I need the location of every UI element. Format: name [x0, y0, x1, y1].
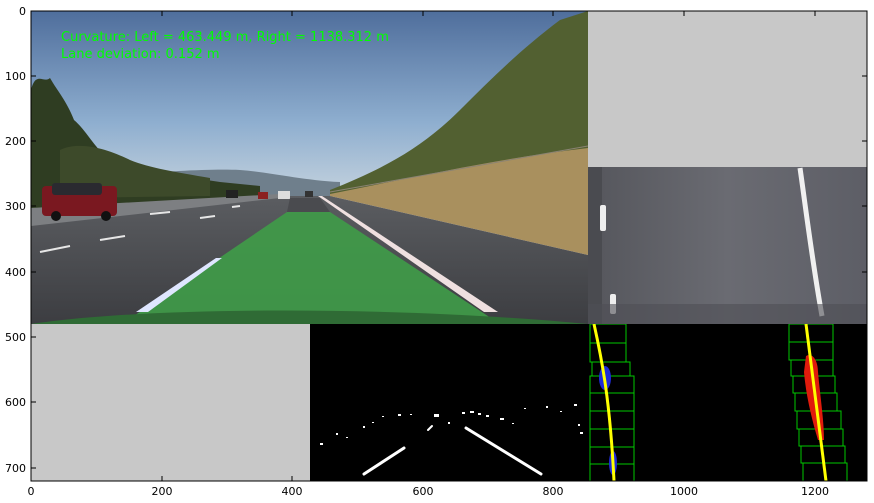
lane-overlay-panel: Curvature: Left = 463.449 m, Right = 113…	[31, 11, 588, 324]
x-tick-label: 600	[413, 485, 434, 498]
y-tick-label: 300	[5, 200, 26, 213]
binary-threshold-panel	[310, 324, 588, 481]
left-lane-line	[136, 258, 222, 312]
x-tick-labels: 0 200 400 600 800 1000 1200	[28, 485, 830, 498]
left-shoulder	[31, 194, 280, 226]
right-dry-grass	[330, 148, 588, 255]
right-fence	[329, 145, 588, 193]
car-distant-1	[226, 190, 238, 198]
lane-fill	[122, 212, 500, 324]
sliding-window-panel	[588, 324, 867, 481]
empty-top-right-panel	[588, 11, 867, 167]
x-tick-label: 0	[28, 485, 35, 498]
x-tick-label: 200	[152, 485, 173, 498]
empty-bottom-left-panel	[31, 324, 310, 481]
y-tick-labels: 0 100 200 300 400 500 600 700	[5, 5, 26, 475]
warp-right-line	[797, 167, 825, 317]
x-tick-label: 400	[282, 485, 303, 498]
right-lane-line	[318, 196, 498, 312]
car-distant-2	[258, 192, 268, 199]
x-tick-marks	[30, 11, 816, 481]
left-fit-line	[592, 324, 616, 481]
y-tick-label: 500	[5, 331, 26, 344]
x-tick-label: 800	[543, 485, 564, 498]
y-tick-label: 400	[5, 266, 26, 279]
y-tick-label: 600	[5, 396, 26, 409]
axes-frame	[30, 10, 868, 482]
x-tick-label: 1200	[801, 485, 829, 498]
y-tick-label: 0	[19, 5, 26, 18]
x-tick-label: 1000	[670, 485, 698, 498]
binary-lane-pixels	[362, 425, 543, 476]
y-tick-label: 200	[5, 135, 26, 148]
car-distant-3	[278, 191, 290, 199]
binary-noise	[320, 404, 583, 445]
y-tick-label: 700	[5, 462, 26, 475]
right-fit-line	[804, 324, 828, 481]
birds-eye-panel	[588, 167, 867, 324]
y-tick-marks	[31, 10, 867, 469]
car-distant-4	[305, 191, 313, 197]
left-lane-markings	[39, 205, 241, 253]
y-tick-label: 100	[5, 70, 26, 83]
car-red	[42, 183, 117, 221]
curvature-text: Curvature: Left = 463.449 m, Right = 113…	[61, 30, 389, 45]
hood	[31, 310, 588, 324]
lane-fill-top	[287, 198, 330, 212]
lane-deviation-text: Lane deviation: 0.152 m	[61, 47, 220, 62]
